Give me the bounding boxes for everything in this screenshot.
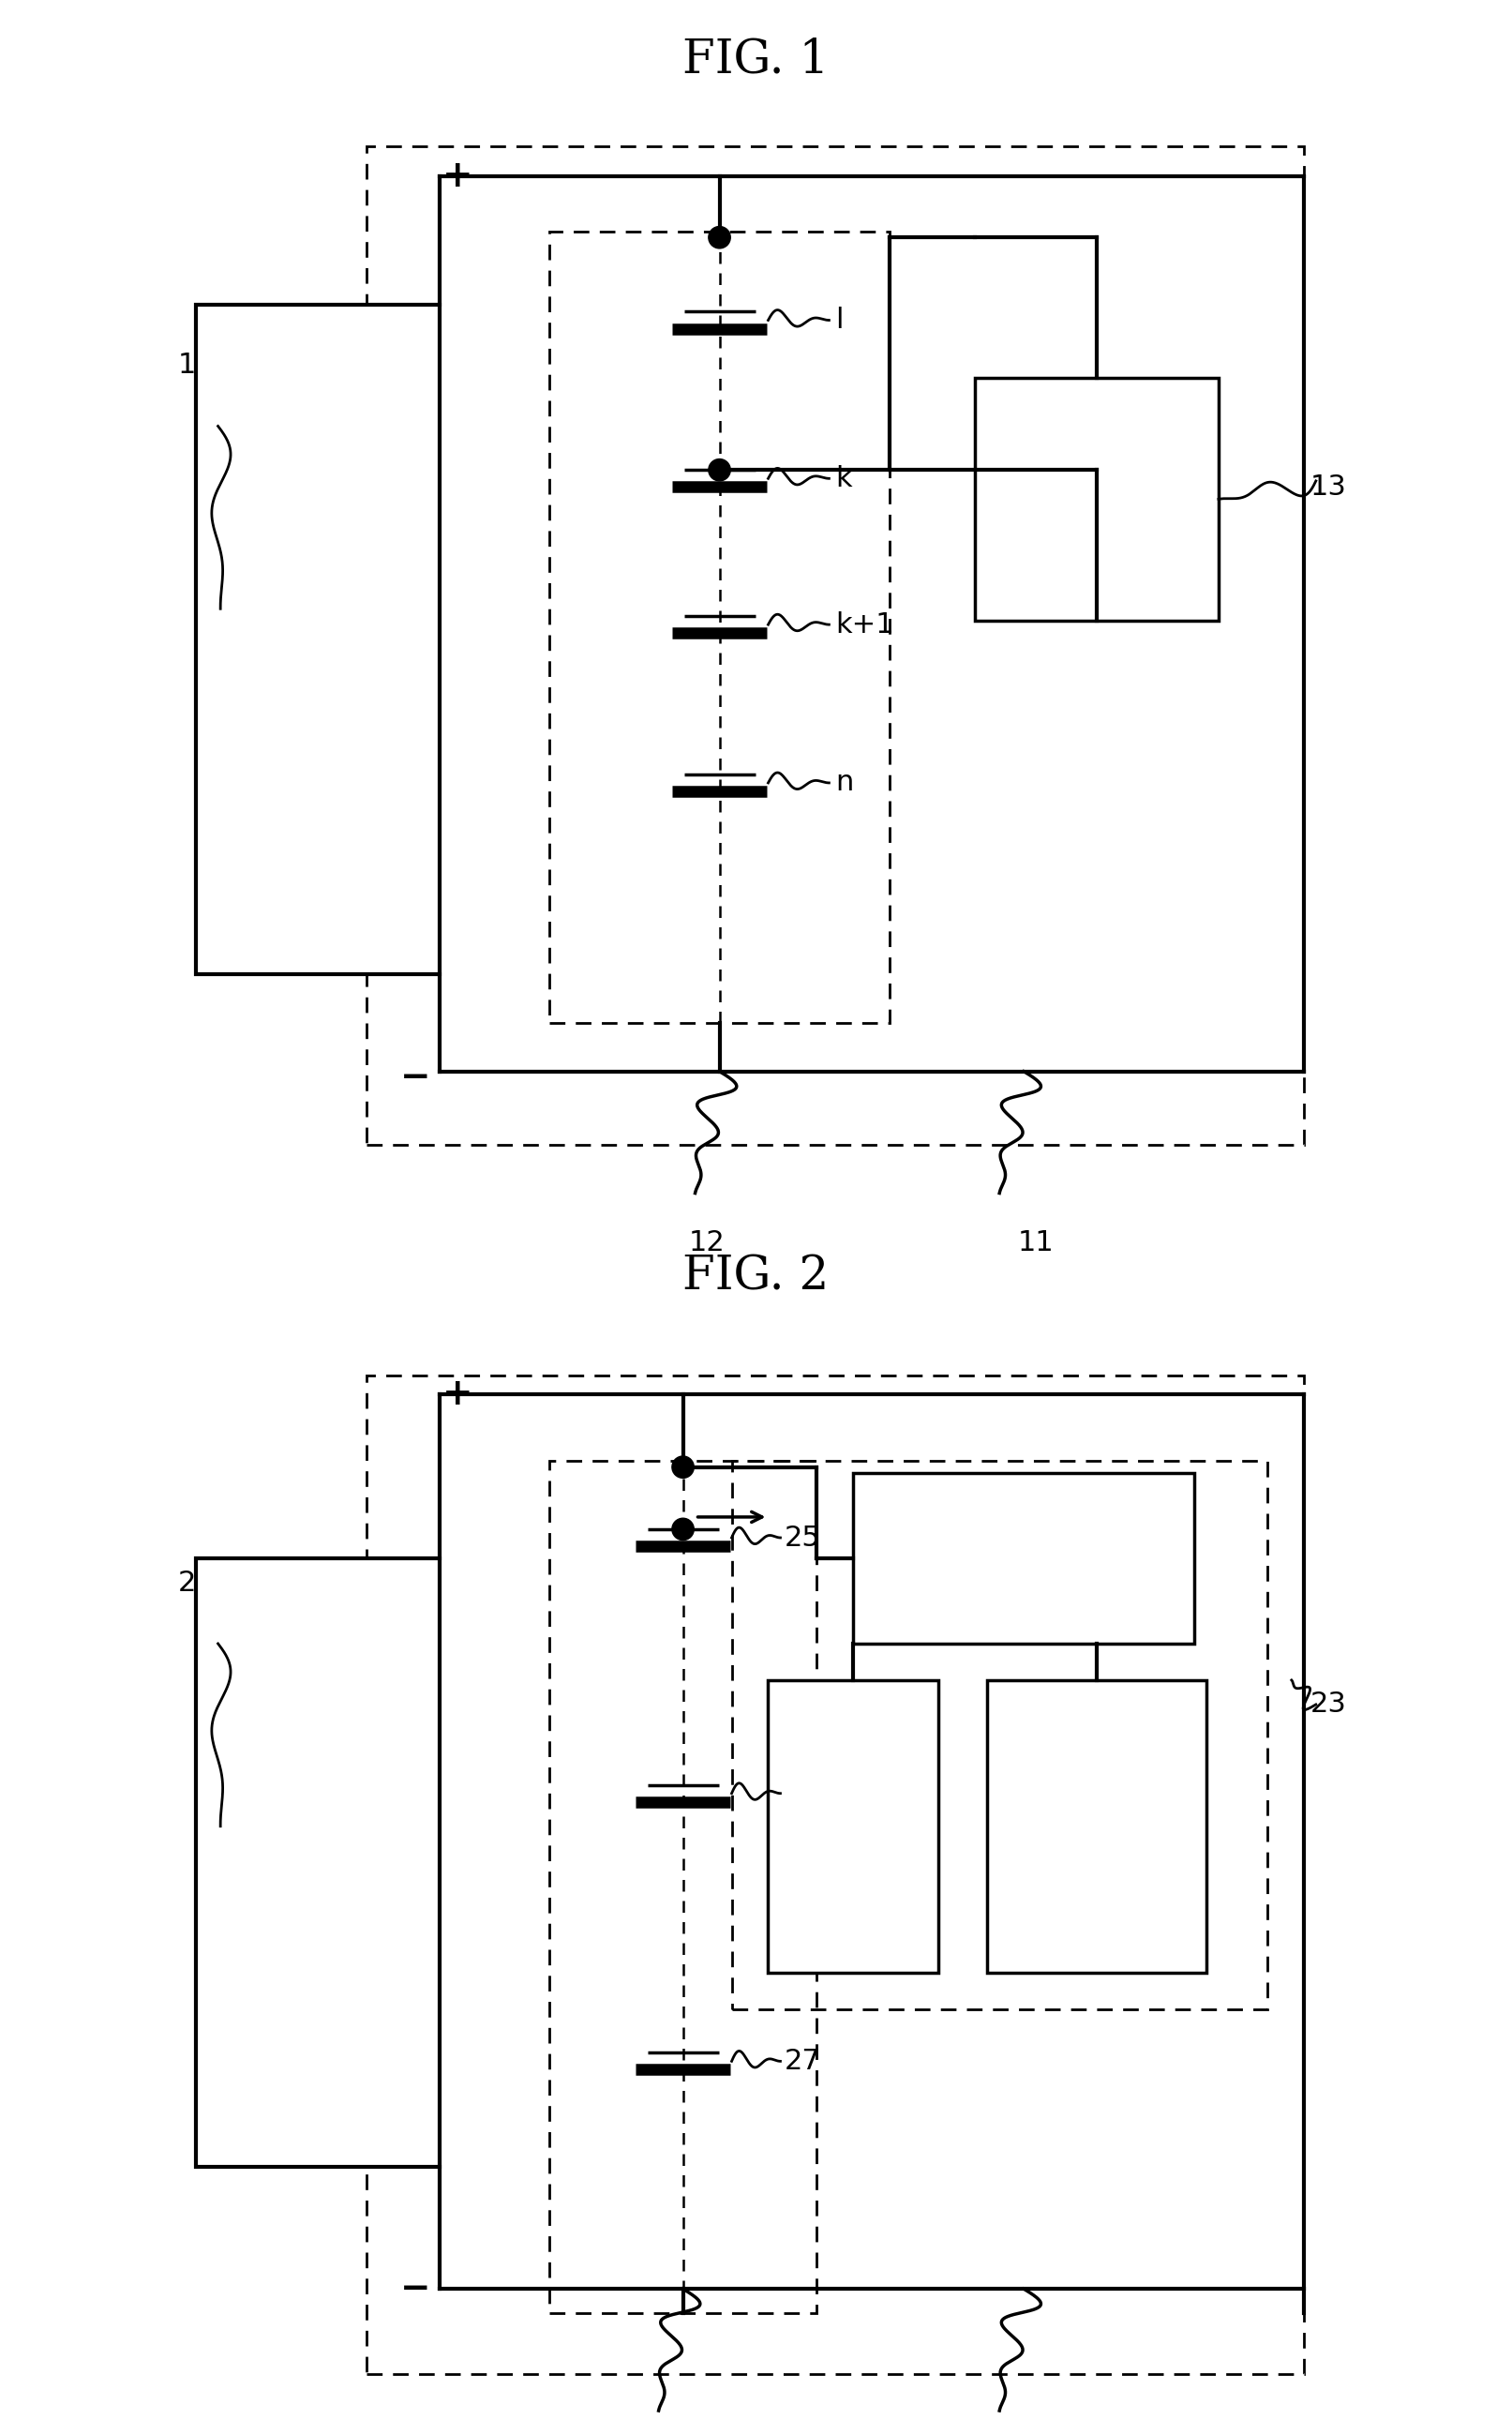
- Text: n: n: [835, 769, 853, 796]
- Bar: [549, 231, 891, 1023]
- Text: −: −: [399, 2272, 431, 2306]
- Bar: [975, 377, 1219, 621]
- Text: +: +: [443, 158, 473, 195]
- Text: 13: 13: [1309, 472, 1346, 502]
- Text: l: l: [835, 307, 844, 334]
- Bar: [549, 1461, 816, 2313]
- Text: 24: 24: [178, 1568, 215, 1597]
- Text: −: −: [399, 1059, 431, 1096]
- Text: 12: 12: [689, 1230, 726, 1256]
- Bar: [853, 1473, 1194, 1644]
- Text: 11: 11: [1018, 1230, 1054, 1256]
- Circle shape: [709, 226, 730, 248]
- Bar: [768, 1680, 939, 1972]
- Bar: [732, 1461, 1267, 2009]
- Text: 26: 26: [785, 1780, 821, 1807]
- Text: HEATER: HEATER: [845, 1790, 862, 1863]
- Text: k: k: [835, 465, 851, 492]
- Text: 25: 25: [785, 1524, 821, 1551]
- Text: 23: 23: [1309, 1690, 1346, 1719]
- Bar: [197, 304, 440, 974]
- Bar: [987, 1680, 1207, 1972]
- Text: STORAGE: STORAGE: [1089, 1782, 1105, 1870]
- Text: FIG. 1: FIG. 1: [683, 37, 829, 83]
- Text: 14: 14: [178, 351, 215, 380]
- Text: CONTROL
CIRCUIT: CONTROL CIRCUIT: [972, 1536, 1077, 1580]
- Circle shape: [671, 1519, 694, 1541]
- Circle shape: [709, 458, 730, 480]
- Bar: [197, 1558, 440, 2167]
- Text: +: +: [443, 1376, 473, 1412]
- Bar: [366, 1376, 1303, 2374]
- Text: k+1: k+1: [835, 611, 894, 638]
- Text: 27: 27: [785, 2048, 821, 2075]
- Circle shape: [671, 1456, 694, 1478]
- Bar: [366, 146, 1303, 1144]
- Text: FIG. 2: FIG. 2: [683, 1254, 829, 1300]
